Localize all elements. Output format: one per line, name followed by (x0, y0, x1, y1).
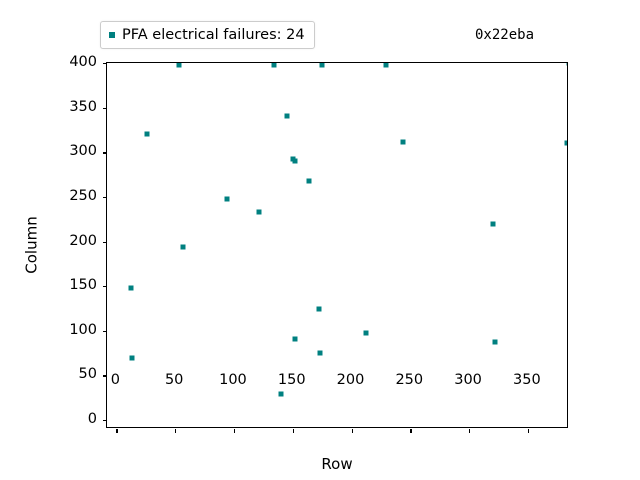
data-point (256, 209, 262, 215)
y-tick-label: 150 (69, 277, 97, 294)
y-tick (103, 196, 107, 199)
data-point (317, 350, 323, 356)
y-axis-label-text: Column (23, 216, 42, 274)
y-tick-label: 100 (69, 321, 97, 338)
data-point (180, 244, 186, 250)
data-point (306, 178, 312, 184)
x-tick-label: 50 (164, 372, 184, 388)
y-axis-label: Column (22, 62, 42, 428)
data-point (492, 339, 498, 345)
y-tick-label: 0 (87, 411, 97, 428)
data-point (319, 63, 325, 68)
y-tick-label: 300 (69, 143, 97, 160)
plot-data-area (107, 63, 567, 427)
x-tick (351, 429, 353, 433)
data-point (284, 113, 290, 119)
data-point (564, 140, 567, 146)
y-tick (103, 63, 107, 65)
data-point (383, 63, 389, 68)
y-tick (103, 152, 107, 154)
x-tick (175, 429, 177, 433)
x-tick-label: 250 (395, 372, 424, 388)
x-tick (116, 429, 118, 433)
y-tick (103, 241, 107, 243)
x-tick (410, 429, 412, 433)
data-point (176, 63, 182, 68)
data-point (316, 306, 322, 312)
data-point (490, 221, 496, 227)
legend-box[interactable]: PFA electrical failures: 24 (100, 21, 315, 49)
data-point (400, 139, 406, 145)
x-tick (469, 429, 471, 433)
data-point (292, 336, 298, 342)
y-tick-label: 250 (69, 187, 97, 204)
y-tick-label: 50 (78, 366, 97, 383)
data-point (290, 156, 296, 162)
x-tick-label: 100 (219, 372, 247, 388)
plot-axes-frame (103, 62, 568, 433)
y-tick-label: 350 (69, 98, 97, 115)
y-tick (103, 286, 107, 288)
square-marker-icon (109, 32, 115, 38)
data-point (128, 285, 133, 291)
x-tick (292, 429, 295, 433)
plot-id-annotation: 0x22eba (475, 27, 535, 43)
y-tick (103, 375, 107, 377)
x-tick-label: 300 (454, 372, 482, 388)
x-axis-label: Row (321, 455, 353, 473)
y-tick (103, 420, 107, 422)
data-point (271, 63, 277, 68)
y-tick-label: 200 (69, 232, 97, 249)
x-tick (233, 429, 236, 433)
y-tick (103, 107, 107, 109)
y-tick (103, 330, 107, 333)
data-point (144, 131, 150, 137)
x-tick-label: 350 (513, 372, 541, 388)
data-point (363, 330, 369, 336)
x-tick (527, 429, 530, 433)
data-point (278, 391, 284, 397)
x-tick-label: 200 (336, 372, 365, 388)
data-point (292, 158, 298, 164)
data-point (224, 196, 230, 202)
data-point (566, 63, 567, 66)
x-tick-label: 150 (277, 372, 306, 388)
data-point (129, 355, 135, 361)
legend-label: PFA electrical failures: 24 (122, 27, 305, 43)
y-tick-label: 400 (69, 54, 97, 70)
x-tick-label: 0 (110, 372, 121, 388)
